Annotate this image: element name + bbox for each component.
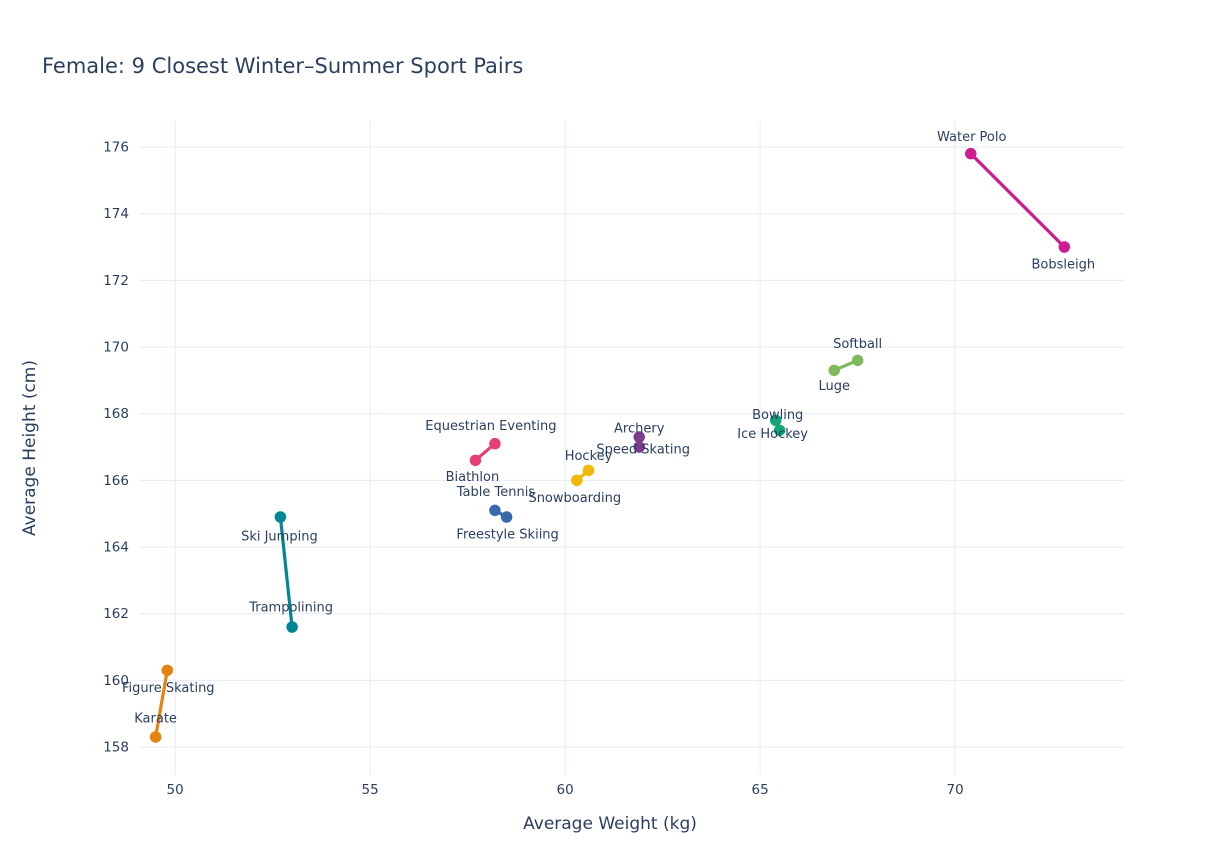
y-axis-title: Average Height (cm) [20,360,40,536]
point-hockey[interactable] [582,464,595,477]
point-speed-skating[interactable] [633,441,645,453]
point-snowboarding[interactable] [571,474,583,487]
point-figure-skating[interactable] [161,664,174,677]
point-label-figure-skating: Figure Skating [122,681,215,696]
point-freestyle-skiing[interactable] [500,511,513,523]
pair-line-figure-skating-karate [154,668,169,739]
point-label-speed-skating: Speed Skating [596,443,690,458]
y-tick-168: 168 [103,406,129,422]
point-label-karate: Karate [134,712,177,727]
y-tick-158: 158 [103,740,129,756]
point-label-archery: Archery [614,422,665,437]
pair-line-ski-jumping-trampolining [278,515,294,629]
point-label-ski-jumping: Ski Jumping [241,530,318,545]
point-label-trampolining: Trampolining [248,601,333,616]
y-tick-164: 164 [103,540,129,556]
tick-layer: 50 55 60 65 70 158 160 162 164 166 168 170 172 174 176 [103,140,963,799]
point-luge[interactable] [828,364,840,377]
point-label-equestrian-eventing: Equestrian Eventing [425,419,556,434]
y-tick-174: 174 [103,206,129,222]
point-label-water-polo: Water Polo [937,130,1007,145]
y-tick-162: 162 [103,606,129,622]
point-label-bobsleigh: Bobsleigh [1032,258,1096,273]
point-bobsleigh[interactable] [1058,241,1071,253]
point-softball[interactable] [851,354,864,367]
point-label-freestyle-skiing: Freestyle Skiing [456,528,558,543]
series-layer: Water Polo Bobsleigh Softball Luge Bowling Ic… [122,130,1095,743]
point-biathlon[interactable] [469,454,482,467]
x-tick-50: 50 [167,782,184,798]
x-tick-55: 55 [362,782,379,798]
chart-title: Female: 9 Closest Winter–Summer Sport Pa… [42,54,523,78]
point-water-polo[interactable] [964,147,977,160]
x-axis-title: Average Weight (kg) [523,814,697,834]
grid-layer [140,121,1124,775]
point-karate[interactable] [149,731,162,743]
point-label-table-tennis: Table Tennis [456,485,536,500]
point-bowling[interactable] [769,414,782,427]
x-tick-60: 60 [557,782,574,798]
point-label-luge: Luge [818,379,850,394]
point-ice-hockey[interactable] [773,424,786,437]
point-archery[interactable] [633,431,645,443]
pair-line-water-polo-bobsleigh [969,152,1066,249]
point-ski-jumping[interactable] [274,511,287,523]
y-tick-170: 170 [103,340,129,356]
point-label-biathlon: Biathlon [446,470,500,485]
x-tick-65: 65 [752,782,769,798]
point-label-hockey: Hockey [565,449,613,464]
y-tick-176: 176 [103,140,129,156]
point-label-softball: Softball [833,337,882,352]
y-tick-166: 166 [103,473,129,489]
point-label-ice-hockey: Ice Hockey [737,427,808,442]
point-table-tennis[interactable] [489,504,501,517]
point-label-snowboarding: Snowboarding [528,491,621,506]
y-tick-160: 160 [103,673,129,689]
x-tick-70: 70 [947,782,964,798]
point-label-bowling: Bowling [752,408,803,423]
y-tick-172: 172 [103,273,129,289]
point-equestrian-eventing[interactable] [489,437,501,450]
point-trampolining[interactable] [286,621,298,633]
